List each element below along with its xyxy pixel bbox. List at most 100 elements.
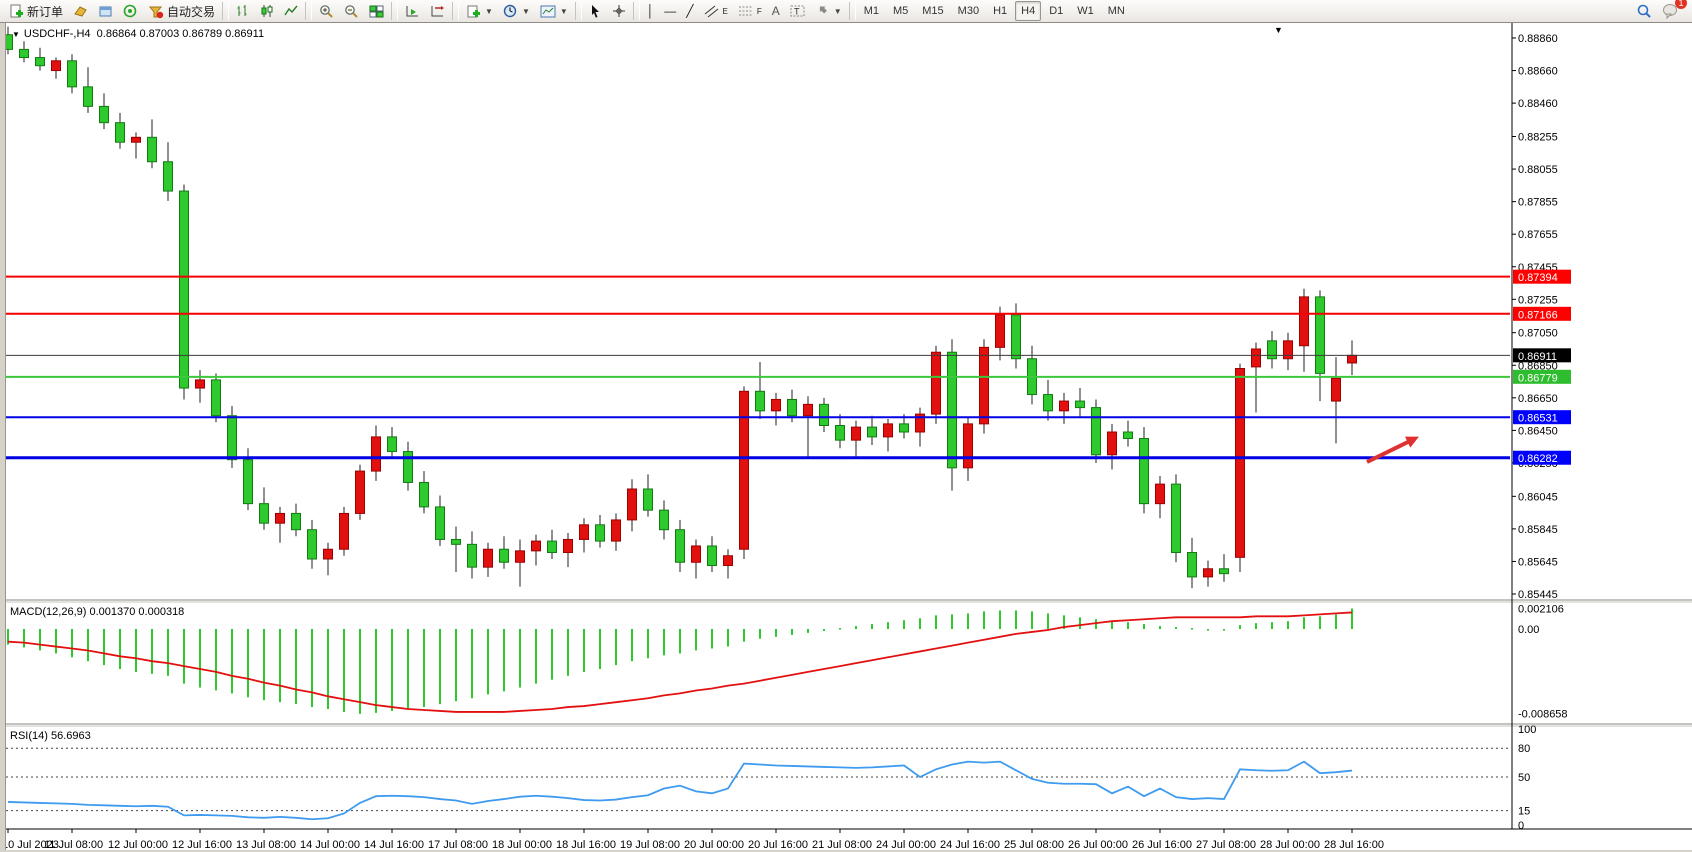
indicators-button[interactable]: ▼ [461, 0, 498, 22]
macd-histogram-bar [759, 629, 761, 639]
text-label-button[interactable]: T [785, 0, 810, 22]
crosshair-button[interactable] [607, 0, 631, 22]
price-tick-label: 0.86450 [1518, 425, 1558, 437]
autoscroll-icon [406, 5, 419, 16]
line-chart-button[interactable] [279, 0, 303, 22]
candle-body [819, 403, 829, 426]
search-button[interactable] [1631, 0, 1657, 22]
macd-histogram-bar [695, 629, 697, 651]
bars-chart-icon [237, 5, 247, 16]
price-tick-label: 0.87655 [1518, 229, 1558, 241]
price-tick-label: 0.87855 [1518, 197, 1558, 209]
trend-arrow-head[interactable] [1404, 436, 1419, 448]
tile-windows-button[interactable] [364, 0, 389, 22]
macd-histogram-bar [1351, 608, 1353, 629]
template-button[interactable]: ▼ [535, 0, 573, 22]
candle-body [915, 413, 925, 433]
candle-body [1235, 368, 1245, 558]
bars-chart-button[interactable] [231, 0, 255, 22]
zoom-out-icon [345, 4, 358, 18]
timeframe-button-M1[interactable]: M1 [863, 5, 879, 17]
timeframe-button-W1[interactable]: W1 [1077, 5, 1094, 17]
periods-button[interactable]: ▼ [498, 0, 535, 22]
timeframe-button-M30[interactable]: M30 [957, 5, 980, 17]
timeframe-toolbar: M1 M5 M15 M30 H1 H4 D1 W1 MN [858, 1, 1131, 21]
template-icon [540, 5, 556, 17]
price-tick-label: 0.86045 [1518, 491, 1558, 503]
text-button[interactable]: A [771, 4, 780, 18]
timeframe-button-M15[interactable]: M15 [922, 5, 944, 17]
text-label-icon: T [790, 5, 805, 17]
price-tag-label: 0.86282 [1518, 453, 1558, 465]
chevron-down-icon: ▼ [521, 6, 530, 16]
macd-histogram-bar [775, 629, 777, 637]
candle-body [755, 390, 765, 412]
window-left-edge [0, 23, 6, 852]
fibonacci-button[interactable]: F [733, 0, 767, 22]
metaeditor-button[interactable] [68, 0, 93, 22]
arrows-button[interactable]: ▼ [810, 0, 847, 22]
candle-body [51, 60, 61, 72]
timeframe-button-H4[interactable]: H4 [1015, 1, 1042, 21]
time-tick-label: 19 Jul 08:00 [620, 839, 680, 851]
autotrading-button[interactable]: 自动交易 [143, 0, 220, 22]
rsi-name: RSI(14) [10, 730, 48, 742]
candle-body [643, 488, 653, 511]
symbol-dropdown-icon[interactable]: ▼ [12, 30, 20, 39]
price-tag [1513, 269, 1571, 284]
rsi-axis-label: 0 [1518, 820, 1524, 832]
signals-button[interactable] [118, 0, 143, 22]
macd-histogram-bar [279, 629, 281, 703]
timeframe-button-MN[interactable]: MN [1107, 5, 1125, 17]
candle-body [467, 543, 477, 568]
toolbar-separator [452, 2, 460, 20]
macd-histogram-bar [119, 629, 121, 669]
candle-body [163, 161, 173, 192]
cursor-button[interactable] [584, 0, 607, 22]
channel-e-label: E [722, 6, 728, 16]
macd-histogram-bar [359, 629, 361, 714]
timeframe-button-M5[interactable]: M5 [892, 5, 909, 17]
macd-histogram-bar [1191, 628, 1193, 630]
trend-arrow-line[interactable] [1366, 439, 1411, 464]
trendline-button[interactable]: ╱ [686, 4, 694, 18]
candle-body [323, 548, 333, 560]
candle-body [307, 529, 317, 560]
price-tick-label: 0.87050 [1518, 328, 1558, 340]
price-tick-label: 0.85645 [1518, 556, 1558, 568]
price-tick-label: 0.87255 [1518, 294, 1558, 306]
macd-values: 0.001370 0.000318 [89, 606, 185, 618]
zoom-out-button[interactable] [339, 0, 364, 22]
timeframe-button-H1[interactable]: H1 [993, 5, 1008, 17]
vertical-line-button[interactable]: │ [646, 4, 655, 18]
equidistant-channel-button[interactable]: E [699, 0, 733, 22]
timeframe-button-D1[interactable]: D1 [1049, 5, 1064, 17]
time-tick-label: 12 Jul 16:00 [172, 839, 232, 851]
candle-body [1267, 340, 1277, 360]
macd-histogram-bar [727, 629, 729, 647]
rsi-axis-label: 50 [1518, 772, 1530, 784]
zoom-in-button[interactable] [314, 0, 339, 22]
autoscroll-button[interactable] [400, 0, 425, 22]
candle-body [515, 550, 525, 563]
rsi-value: 56.6963 [50, 730, 91, 742]
horizontal-line-button[interactable]: — [664, 4, 677, 18]
new-order-button[interactable]: 新订单 [4, 0, 68, 22]
candle-body [179, 190, 189, 389]
market-watch-button[interactable] [93, 0, 118, 22]
candle-body [691, 545, 701, 563]
candle-body [547, 540, 557, 553]
chart-shift-button[interactable] [425, 0, 450, 22]
chart-shift-marker[interactable]: ▼ [1274, 25, 1283, 35]
macd-histogram-bar [679, 629, 681, 654]
macd-histogram-bar [71, 629, 73, 658]
macd-histogram-bar [631, 629, 633, 662]
candle-body [595, 524, 605, 542]
notifications-button[interactable]: 1 [1657, 0, 1687, 22]
price-tick-label: 0.86850 [1518, 360, 1558, 372]
price-tag-label: 0.86531 [1518, 413, 1558, 425]
price-tag-label: 0.87394 [1518, 272, 1558, 284]
macd-name: MACD(12,26,9) [10, 606, 87, 618]
price-chart[interactable]: 0.88860 0.88660 0.88460 0.88255 0.88055 0.878… [0, 23, 1692, 852]
candles-chart-button[interactable] [255, 0, 279, 22]
